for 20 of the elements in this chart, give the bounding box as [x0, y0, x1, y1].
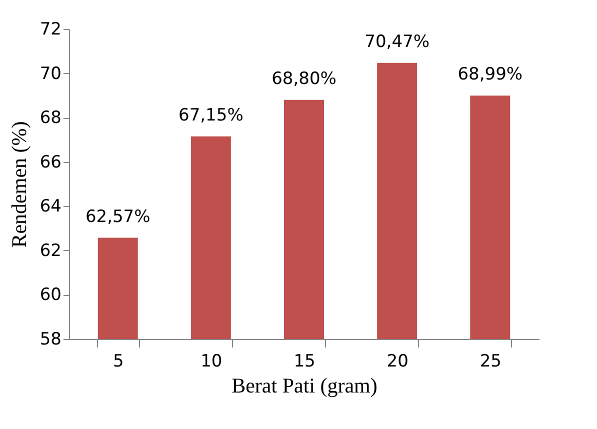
x-tick-label: 5	[112, 352, 124, 372]
y-tick-label: 68	[40, 108, 62, 128]
x-tick-label: 15	[294, 352, 316, 372]
data-label: 68,99%	[458, 64, 523, 85]
y-tick-label: 72	[40, 20, 62, 40]
y-tick-label: 66	[40, 152, 62, 172]
x-axis-title: Berat Pati (gram)	[232, 374, 378, 398]
y-tick-label: 64	[40, 196, 62, 217]
x-tick-label: 10	[200, 352, 222, 372]
data-label: 67,15%	[178, 105, 244, 126]
y-tick-label: 60	[40, 285, 62, 306]
y-tick-label: 58	[40, 330, 62, 350]
y-tick-label: 70	[40, 64, 62, 84]
data-label: 62,57%	[85, 206, 150, 227]
data-label: 68,80%	[272, 68, 336, 89]
x-tick-label: 20	[386, 352, 408, 372]
x-tick-label: 25	[480, 352, 502, 372]
y-axis-title: Rendemen (%)	[6, 121, 31, 248]
y-tick-label: 62	[40, 240, 62, 261]
data-label: 70,47%	[364, 32, 430, 52]
